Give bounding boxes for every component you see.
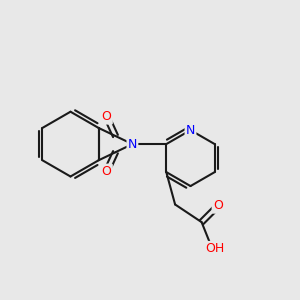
Text: O: O [213, 200, 223, 212]
Text: N: N [186, 124, 195, 136]
Text: OH: OH [205, 242, 224, 255]
Text: O: O [102, 110, 112, 123]
Text: N: N [128, 138, 137, 151]
Text: O: O [102, 165, 112, 178]
